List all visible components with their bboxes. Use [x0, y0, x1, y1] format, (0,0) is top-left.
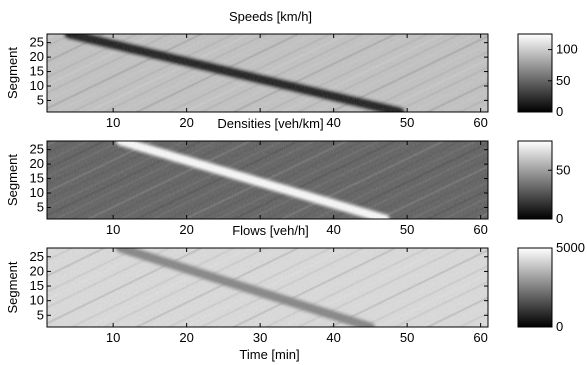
chart-title: Speeds [km/h]	[229, 9, 312, 24]
colorbar-tick-label: 0	[556, 104, 563, 119]
x-tick-label: 20	[179, 115, 193, 130]
y-tick-label: 15	[30, 64, 44, 79]
colorbar-gradient	[518, 141, 552, 219]
y-tick-label: 5	[37, 92, 44, 107]
x-tick-label: 10	[106, 115, 120, 130]
y-tick-label: 5	[37, 307, 44, 322]
y-tick-label: 5	[37, 199, 44, 214]
y-tick-label: 25	[30, 142, 44, 157]
colorbar-frame	[517, 33, 553, 113]
y-axis-label: Segment	[5, 47, 20, 99]
x-tick-label: 10	[106, 330, 120, 345]
y-tick-label: 10	[30, 78, 44, 93]
y-tick-label: 20	[30, 49, 44, 64]
colorbar-gradient	[518, 34, 552, 112]
x-tick-label: 30	[253, 330, 267, 345]
y-tick-label: 15	[30, 278, 44, 293]
x-tick-label: 40	[326, 222, 340, 237]
x-tick-label: 40	[326, 115, 340, 130]
colorbar-frame	[517, 247, 553, 328]
colorbar-tick-label: 100	[556, 42, 578, 57]
y-tick-label: 15	[30, 171, 44, 186]
texture-stripe	[557, 248, 587, 327]
colorbar-frame	[517, 140, 553, 220]
texture-stripe	[557, 141, 587, 219]
x-tick-label: 60	[473, 330, 487, 345]
y-tick-label: 25	[30, 35, 44, 50]
y-tick-label: 20	[30, 263, 44, 278]
heatmap-plot-area	[47, 141, 587, 219]
x-tick-label: 50	[400, 115, 414, 130]
plot-frame	[46, 33, 489, 113]
y-tick-label: 10	[30, 185, 44, 200]
texture-stripe	[573, 248, 587, 327]
y-tick-label: 10	[30, 293, 44, 308]
x-tick-label: 60	[473, 222, 487, 237]
texture-stripe	[573, 141, 587, 219]
x-axis-label: Time [min]	[239, 347, 299, 362]
plot-frame	[46, 140, 489, 220]
colorbar: 0 5000	[517, 240, 585, 334]
x-tick-label: 20	[179, 222, 193, 237]
y-axis-label: Segment	[5, 154, 20, 206]
colorbar-tick-label: 5000	[556, 240, 585, 255]
colorbar-tick-label: 50	[556, 73, 570, 88]
texture-noise	[47, 34, 488, 112]
x-tick-label: 40	[326, 330, 340, 345]
y-tick-label: 20	[30, 156, 44, 171]
colorbar-tick-label: 0	[556, 211, 563, 226]
colorbar-tick-label: 50	[556, 162, 570, 177]
colorbar-tick-label: 0	[556, 319, 563, 334]
plot-frame	[46, 247, 489, 328]
colorbar: 0 50	[517, 140, 570, 226]
texture-noise	[47, 141, 488, 219]
x-tick-label: 50	[400, 330, 414, 345]
texture-noise	[47, 248, 488, 327]
y-tick-label: 25	[30, 249, 44, 264]
x-tick-label: 20	[179, 330, 193, 345]
x-tick-label: 60	[473, 115, 487, 130]
heatmap-plot-area	[47, 34, 488, 112]
x-tick-label: 50	[400, 222, 414, 237]
chart-title: Flows [veh/h]	[232, 223, 309, 238]
x-tick-label: 10	[106, 222, 120, 237]
heatmap-plot-area	[47, 248, 587, 327]
colorbar-gradient	[518, 248, 552, 327]
chart-title: Densities [veh/km]	[217, 116, 323, 131]
y-axis-label: Segment	[5, 261, 20, 313]
colorbar: 0 50 100	[517, 33, 578, 119]
